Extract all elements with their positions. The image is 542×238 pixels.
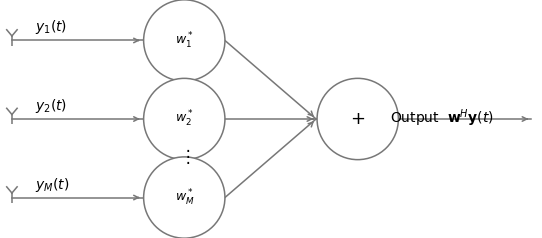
Circle shape <box>144 78 225 160</box>
Text: $y_1(t)$: $y_1(t)$ <box>35 19 67 36</box>
Circle shape <box>144 0 225 81</box>
Text: $w_2^*$: $w_2^*$ <box>175 109 193 129</box>
Text: $+$: $+$ <box>350 110 365 128</box>
Text: $w_1^*$: $w_1^*$ <box>175 30 193 50</box>
Text: $w_M^*$: $w_M^*$ <box>175 188 194 208</box>
Text: $\vdots$: $\vdots$ <box>179 147 190 166</box>
Circle shape <box>317 78 398 160</box>
Text: $y_M(t)$: $y_M(t)$ <box>35 176 69 193</box>
Text: $y_2(t)$: $y_2(t)$ <box>35 97 67 115</box>
Text: Output  $\mathbf{w}^H\mathbf{y}(t)$: Output $\mathbf{w}^H\mathbf{y}(t)$ <box>390 107 494 129</box>
Circle shape <box>144 157 225 238</box>
